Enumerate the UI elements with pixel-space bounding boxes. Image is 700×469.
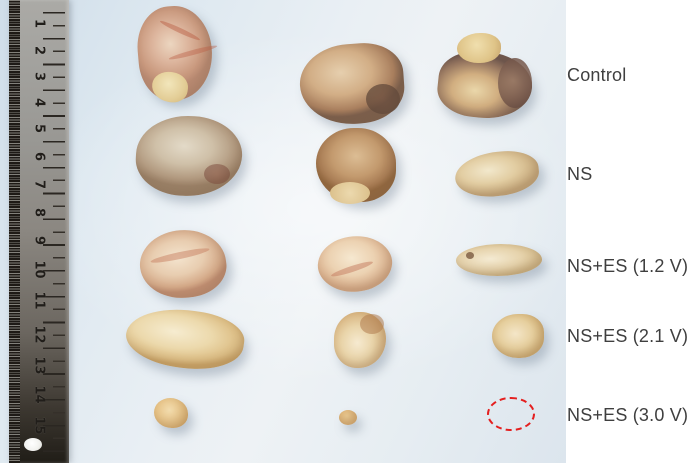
tumor-ns-es-1-2v [466, 252, 474, 259]
ruler-number-15: 15 [31, 416, 47, 435]
tumor-ns [330, 182, 370, 204]
ruler-number-13: 13 [31, 356, 47, 375]
tumor-ns-es-2-1v [122, 302, 248, 376]
row-label-ns-es-1-2v: NS+ES (1.2 V) [567, 256, 689, 276]
ruler-mm-ticks [9, 0, 20, 463]
ruler-number-7: 7 [31, 179, 47, 190]
row-label-control: Control [567, 65, 627, 85]
ruler-number-4: 4 [31, 97, 47, 108]
row-label-ns-es-2-1v: NS+ES (2.1 V) [567, 326, 689, 346]
ruler-number-14: 14 [31, 385, 47, 404]
tumor-ns-es-2-1v [360, 314, 384, 334]
tumor-ns-es-1-2v [135, 224, 231, 304]
ruler-hole [24, 438, 42, 451]
ruler-number-3: 3 [31, 71, 47, 82]
no-tumor-dashed-ellipse [487, 397, 535, 431]
tumor-ns [452, 147, 542, 201]
ruler-number-2: 2 [31, 45, 47, 56]
ruler: 1 2 3 4 5 6 7 8 9 10 11 12 13 14 15 [9, 0, 69, 463]
ruler-number-12: 12 [31, 325, 47, 344]
ruler-cm-ticks [43, 12, 65, 452]
ruler-number-5: 5 [31, 123, 47, 134]
tumor-ns [204, 164, 230, 184]
row-label-ns-es-3-0v: NS+ES (3.0 V) [567, 405, 689, 425]
tumor-control [457, 33, 501, 63]
ruler-number-10: 10 [31, 260, 47, 279]
tumor-control [297, 40, 407, 128]
tumor-ns-es-2-1v [492, 314, 544, 358]
tumor-control [498, 58, 532, 108]
tumor-control [366, 84, 400, 114]
ruler-number-9: 9 [31, 235, 47, 246]
row-label-ns: NS [567, 164, 593, 184]
ruler-number-1: 1 [31, 18, 47, 29]
ruler-number-6: 6 [31, 151, 47, 162]
tumor-ns-es-3-0v [339, 410, 357, 425]
ruler-number-11: 11 [31, 291, 47, 310]
tumor-photograph: 1 2 3 4 5 6 7 8 9 10 11 12 13 14 15 [0, 0, 566, 463]
tumor-ns-es-1-2v [455, 241, 543, 279]
ruler-number-8: 8 [31, 207, 47, 218]
tumor-ns [133, 113, 245, 199]
tumor-ns-es-3-0v [154, 398, 188, 428]
